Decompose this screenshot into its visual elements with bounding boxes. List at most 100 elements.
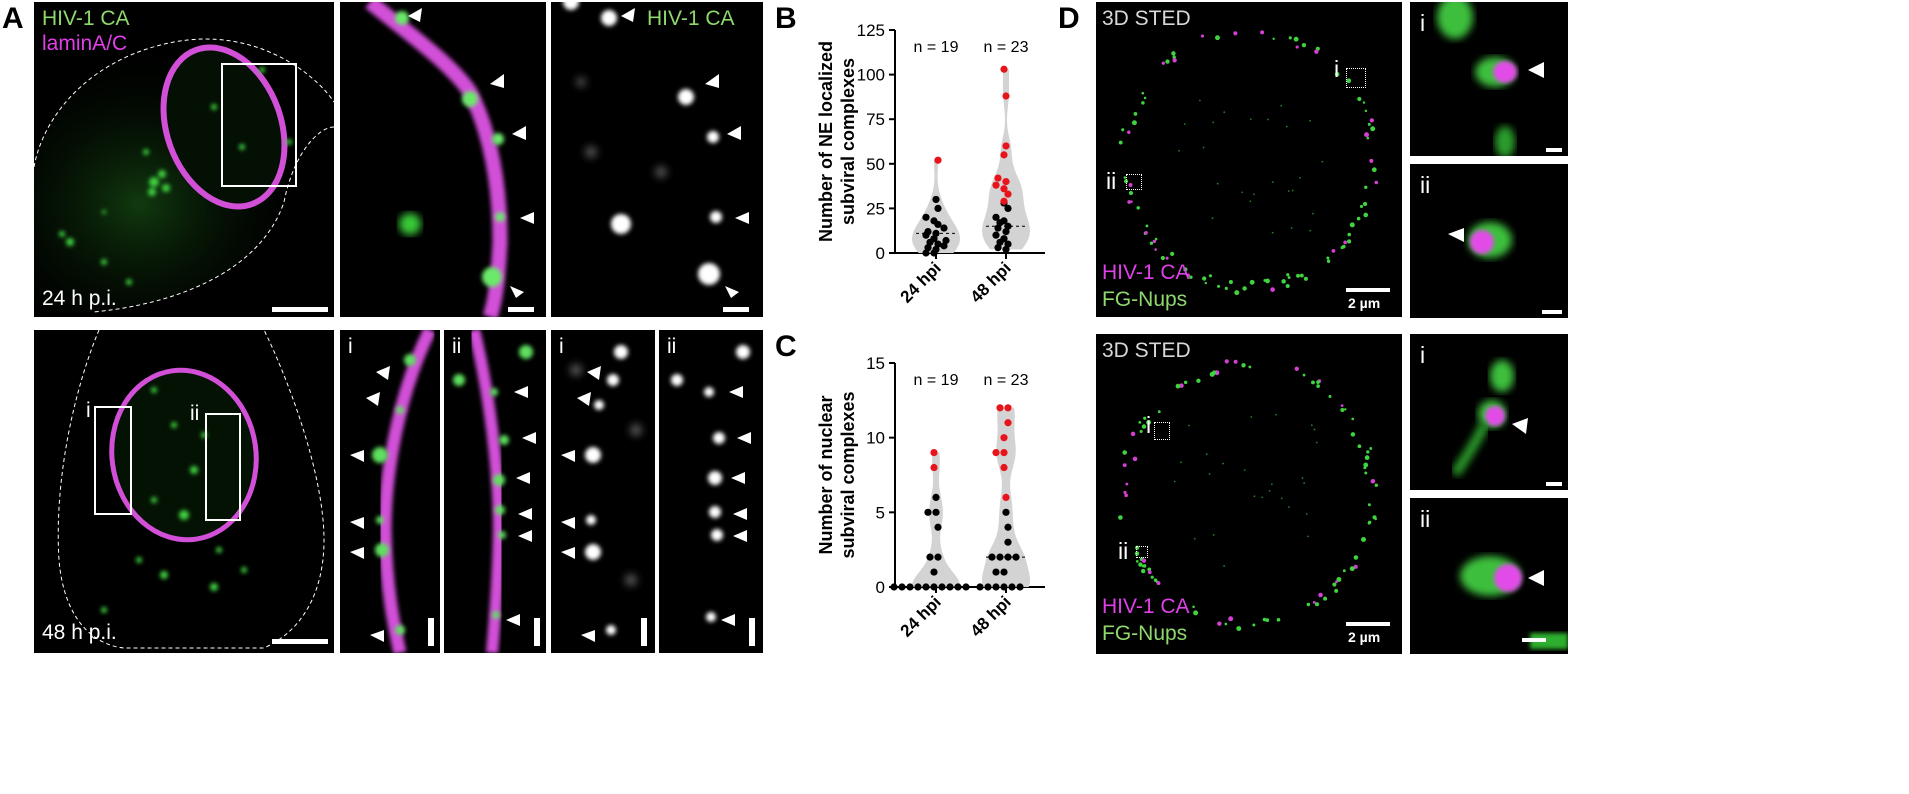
sted-dot bbox=[1179, 383, 1184, 388]
data-point-black bbox=[992, 583, 1000, 591]
data-point-black bbox=[1016, 583, 1024, 591]
zoom-i-svg bbox=[350, 330, 436, 653]
sted-top-overview: 3D STED i ii HIV-1 CA FG-Nups 2 µm bbox=[1096, 2, 1402, 317]
sted-dot bbox=[1363, 462, 1369, 468]
sted-dot bbox=[1130, 200, 1133, 203]
inset-i-nup-3 bbox=[1495, 126, 1515, 156]
data-point-black bbox=[988, 553, 996, 561]
data-point-red bbox=[934, 156, 942, 164]
sted-top-svg bbox=[1118, 30, 1379, 296]
gray-ii-puncta bbox=[671, 345, 750, 622]
sted-dot bbox=[1234, 290, 1240, 296]
data-point-red bbox=[1000, 197, 1008, 205]
sted-dot bbox=[1140, 568, 1146, 574]
sted-dot bbox=[1242, 286, 1247, 291]
sted-dot bbox=[1143, 416, 1147, 420]
gray-i-scale bbox=[641, 618, 647, 646]
sted-dot-faint bbox=[1223, 565, 1225, 567]
sted-bottom-inset-i-scale bbox=[1546, 482, 1562, 486]
sted-dot-faint bbox=[1180, 461, 1182, 464]
data-point-black bbox=[930, 568, 938, 576]
sted-dot bbox=[1367, 122, 1371, 126]
sted-dot bbox=[1331, 249, 1336, 253]
sted-dot bbox=[1326, 259, 1331, 263]
data-point-black bbox=[934, 240, 942, 248]
sted-dot-faint bbox=[1267, 118, 1269, 121]
panel-a-letter: A bbox=[2, 2, 24, 35]
sted-dot bbox=[1224, 359, 1229, 364]
gray-puncta bbox=[563, 2, 722, 285]
sted-dot-faint bbox=[1216, 182, 1219, 185]
sted-dot bbox=[1276, 617, 1281, 622]
scale-bar bbox=[272, 307, 328, 312]
sted-dot bbox=[1349, 222, 1355, 228]
sted-dot bbox=[1359, 204, 1364, 209]
roi-box bbox=[221, 63, 297, 187]
data-point-red bbox=[1004, 404, 1012, 412]
data-point-black bbox=[898, 583, 906, 591]
sted-dot bbox=[1316, 380, 1320, 384]
y-tick-label: 5 bbox=[876, 503, 885, 522]
sted-dot-faint bbox=[1290, 227, 1293, 229]
cell-outline bbox=[34, 38, 334, 168]
violin bbox=[982, 69, 1030, 250]
sted-dot bbox=[1362, 201, 1368, 207]
zoom-merge-svg bbox=[365, 2, 534, 317]
zoom-scale-bar bbox=[508, 307, 534, 312]
sted-top-inset-ii-svg bbox=[1448, 222, 1512, 258]
sted-dot bbox=[1154, 248, 1158, 251]
b-inset-ii-arrowhead bbox=[1528, 570, 1544, 586]
data-point-red bbox=[1000, 65, 1008, 73]
data-point-black bbox=[992, 213, 1000, 221]
sted-dot bbox=[1340, 245, 1344, 250]
sted-dot-faint bbox=[1280, 497, 1283, 500]
y-tick-label: 75 bbox=[866, 110, 885, 129]
y-tick-label: 100 bbox=[857, 66, 885, 85]
zoom-ii-puncta bbox=[453, 345, 533, 619]
sted-bottom-label-ca: HIV-1 CA bbox=[1102, 595, 1190, 618]
sted-top-scale bbox=[1346, 288, 1390, 292]
sted-dot bbox=[1172, 58, 1177, 63]
data-point-red bbox=[996, 404, 1004, 412]
b-inset-i-nup-tail bbox=[1450, 421, 1490, 477]
y-tick-label: 0 bbox=[876, 244, 885, 263]
sted-dot bbox=[1144, 231, 1148, 235]
data-point-red bbox=[1004, 419, 1012, 427]
sted-dot bbox=[1150, 575, 1154, 579]
data-point-red bbox=[1002, 178, 1010, 186]
data-point-red bbox=[1000, 449, 1008, 457]
gray-i-bg bbox=[570, 364, 642, 586]
sted-dot bbox=[1340, 407, 1345, 412]
sted-dot bbox=[1367, 503, 1371, 507]
micrograph-24h-zoom-gray: HIV-1 CA bbox=[551, 2, 763, 317]
sted-dot-faint bbox=[1253, 193, 1255, 196]
sted-dot bbox=[1128, 190, 1134, 196]
sted-dot bbox=[1350, 432, 1356, 437]
sted-dot bbox=[1146, 419, 1152, 425]
sted-dot bbox=[1334, 588, 1339, 593]
panel-d-letter: D bbox=[1058, 2, 1080, 35]
zoom-ii-scale bbox=[534, 618, 540, 646]
sted-dot bbox=[1165, 59, 1170, 64]
data-point-black bbox=[996, 553, 1004, 561]
sted-top-inset-ii-label: ii bbox=[1420, 172, 1431, 198]
micrograph-48h-overview: i ii 48 h p.i. bbox=[34, 330, 334, 653]
x-tick-label: 24 hpi bbox=[897, 258, 945, 306]
micrograph-24h-svg bbox=[34, 38, 334, 314]
sted-dot bbox=[1217, 284, 1221, 288]
sted-dot-faint bbox=[1250, 416, 1253, 418]
sted-top-inset-i-scale bbox=[1546, 148, 1562, 152]
sted-dot bbox=[1357, 96, 1362, 102]
inset-ii-arrowhead bbox=[1448, 228, 1464, 242]
sted-dot-faint bbox=[1291, 189, 1294, 192]
data-point-black bbox=[930, 217, 938, 225]
sted-dot bbox=[1306, 602, 1311, 607]
sted-top-roi-box-i bbox=[1346, 68, 1366, 88]
data-point-red bbox=[1002, 142, 1010, 150]
sted-dot bbox=[1270, 287, 1275, 292]
sted-dot-faint bbox=[1188, 424, 1190, 427]
sted-dot-faint bbox=[1178, 149, 1180, 152]
sted-dot bbox=[1192, 605, 1195, 609]
sted-dot bbox=[1287, 276, 1291, 280]
sted-dot bbox=[1334, 71, 1340, 77]
